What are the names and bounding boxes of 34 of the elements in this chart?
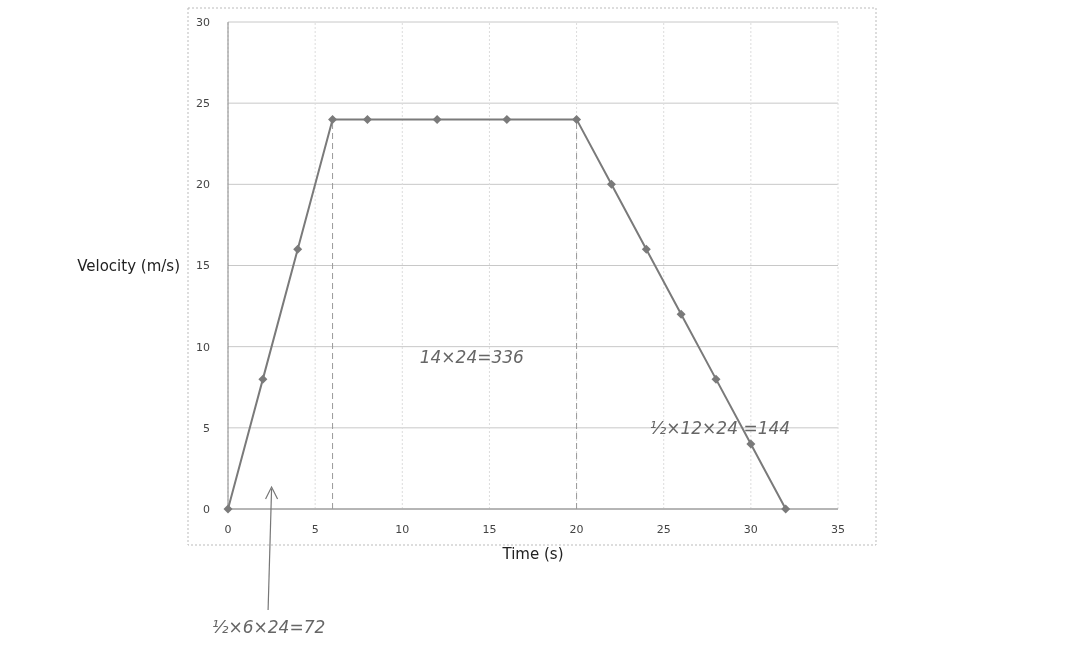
text: ½×6×24=72: [212, 617, 326, 637]
point: [293, 244, 303, 254]
y-tick-label: 0: [203, 502, 210, 516]
x-tick-label: 20: [569, 523, 584, 536]
point: [432, 114, 442, 124]
point: [572, 114, 582, 124]
x-tick-label: 0: [224, 523, 232, 536]
point: [711, 374, 721, 384]
point: [502, 114, 512, 124]
y-tick-label: 10: [196, 340, 210, 354]
annotation: ½×12×24 =144: [649, 418, 791, 439]
point: [641, 244, 651, 254]
point: [258, 374, 268, 384]
y-tick-label: 15: [196, 259, 210, 273]
point: [328, 114, 338, 124]
x-tick-label: 35: [831, 523, 845, 536]
point: [606, 179, 616, 189]
y-tick-label: 25: [196, 97, 210, 111]
y-axis-title: Velocity (m/s): [77, 256, 180, 275]
point: [362, 114, 372, 124]
x-axis-title: Time (s): [501, 545, 564, 563]
x-tick-label: 5: [311, 523, 319, 536]
point: [781, 504, 791, 514]
annotation: 14×24=336: [419, 346, 525, 367]
x-tick-label: 25: [656, 523, 671, 536]
x-tick-label: 10: [395, 523, 410, 536]
y-tick-label: 5: [203, 421, 210, 435]
x-tick-label: 30: [743, 523, 758, 536]
point: [223, 504, 233, 514]
y-tick-label: 30: [196, 15, 210, 29]
point: [676, 309, 686, 319]
x-tick-label: 15: [482, 523, 497, 536]
point: [746, 439, 756, 449]
y-tick-label: 20: [196, 178, 210, 192]
